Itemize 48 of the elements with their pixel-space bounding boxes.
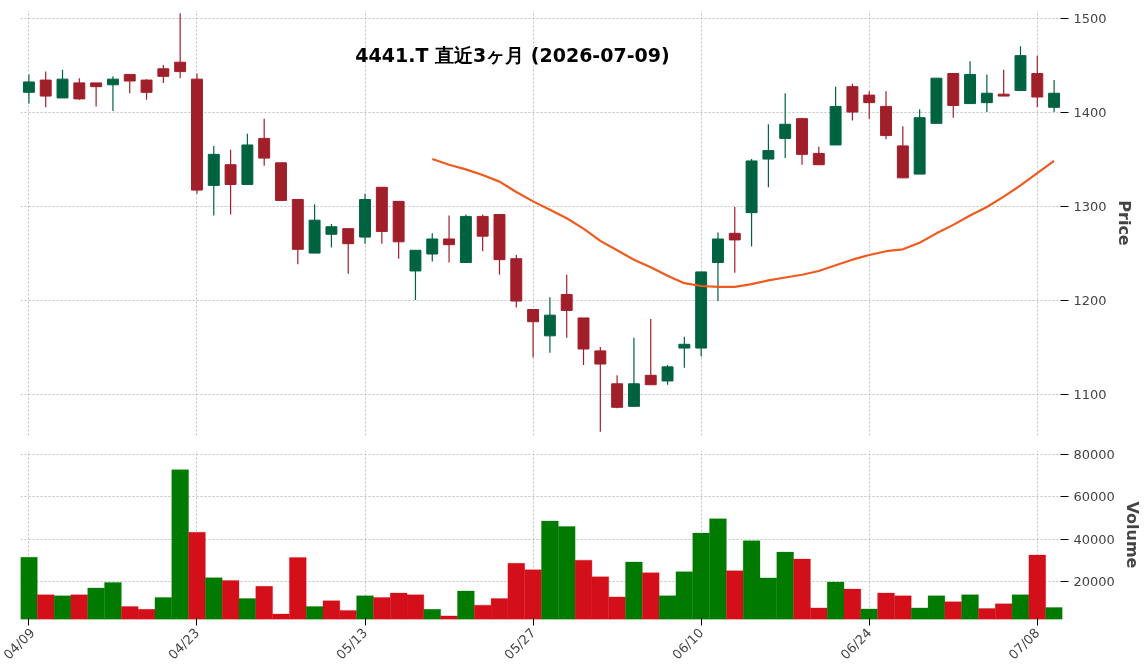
candlestick	[22, 73, 35, 105]
candlestick	[779, 92, 792, 159]
candlestick	[426, 232, 439, 263]
candlestick	[863, 90, 876, 120]
y-tick-label: 20000	[1073, 573, 1115, 589]
candlestick	[997, 69, 1010, 97]
candlestick	[325, 223, 338, 249]
candlestick	[409, 249, 422, 301]
candlestick	[224, 149, 237, 216]
candlestick	[140, 78, 153, 101]
y-axis-title: Volume	[1122, 501, 1142, 569]
candlestick	[1031, 55, 1044, 108]
candlestick	[106, 75, 119, 112]
y-tick-label: 1200	[1073, 292, 1107, 308]
text: 4441.T 直近3ヶ月 (2026-07-09)	[355, 43, 670, 66]
y-tick-label: 1300	[1073, 198, 1107, 214]
y-tick-label: 80000	[1073, 447, 1115, 463]
y-axis-title: Price	[1114, 200, 1134, 246]
y-tick-label: 60000	[1073, 489, 1115, 505]
y-tick-label: 1400	[1073, 104, 1107, 120]
candlestick	[728, 206, 741, 274]
candlestick	[1048, 79, 1061, 113]
y-tick-label: 1100	[1073, 386, 1107, 402]
candlestick	[762, 123, 775, 188]
candlestick	[560, 274, 573, 339]
candlestick	[258, 118, 271, 167]
candlestick	[123, 73, 136, 94]
candlestick	[56, 69, 69, 99]
candlestick	[73, 77, 86, 101]
line-series	[431, 157, 1056, 289]
candlestick	[543, 296, 556, 354]
candlestick	[174, 12, 187, 79]
candlestick	[476, 213, 489, 252]
candlestick	[627, 337, 640, 407]
candlestick	[594, 346, 607, 433]
candlestick	[661, 364, 674, 386]
candlestick	[678, 336, 691, 369]
candlestick	[39, 71, 52, 108]
candlestick	[443, 214, 456, 264]
y-tick-label: 1500	[1073, 10, 1107, 26]
candlestick	[712, 231, 724, 302]
y-tick-label: 40000	[1073, 531, 1115, 547]
candlestick	[611, 374, 624, 409]
candlestick	[644, 318, 657, 386]
candlestick	[980, 73, 993, 113]
candlestick	[342, 228, 355, 275]
candlestick	[527, 308, 540, 359]
candlestick	[90, 82, 103, 108]
